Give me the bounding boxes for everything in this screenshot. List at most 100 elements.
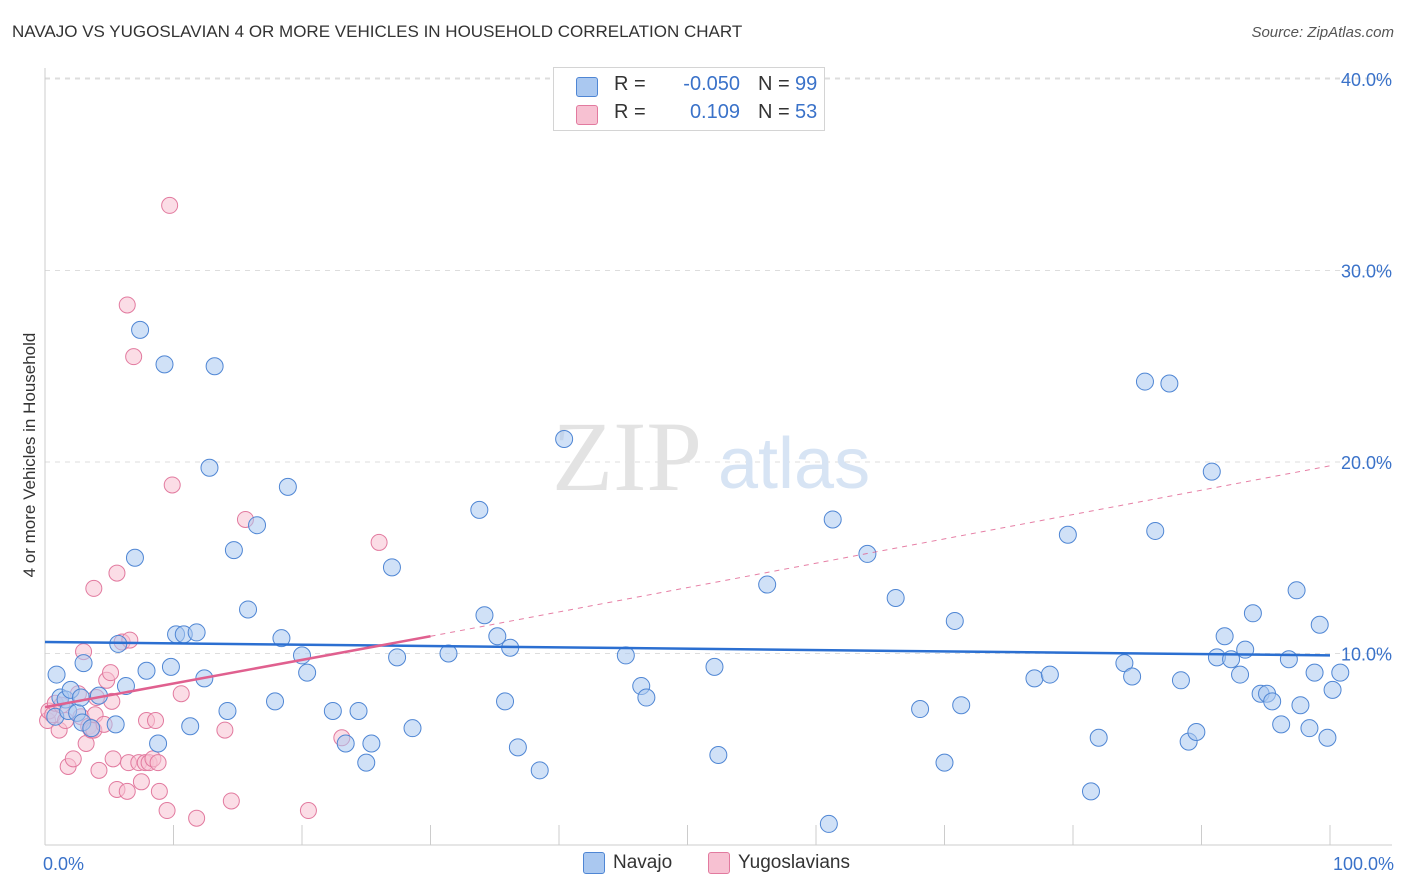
navajo-point xyxy=(555,430,574,449)
navajo-point xyxy=(886,588,905,607)
y-axis-label: 4 or more Vehicles in Household xyxy=(20,332,39,578)
navajo-point xyxy=(155,355,174,374)
legend-r-label: R = xyxy=(614,101,646,123)
navajo-point xyxy=(705,657,724,676)
legend-n-label: N = xyxy=(758,73,790,95)
navajo-point xyxy=(709,745,728,764)
navajo-point xyxy=(1187,723,1206,742)
legend-swatch-navajo xyxy=(576,77,598,97)
navajo-point xyxy=(106,715,125,734)
navajo-point xyxy=(637,688,656,707)
y-tick-label: 30.0% xyxy=(1341,262,1392,282)
navajo-point xyxy=(47,665,66,684)
y-tick-label: 10.0% xyxy=(1341,645,1392,665)
navajo-point xyxy=(323,701,342,720)
navajo-point xyxy=(1272,715,1291,734)
yugoslavians-point xyxy=(216,721,234,739)
yugoslavians-point xyxy=(188,809,206,827)
x-tick-labels: 0.0% 100.0% xyxy=(43,854,1394,874)
navajo-point xyxy=(935,753,954,772)
navajo-point xyxy=(1171,671,1190,690)
legend-n-label: N = xyxy=(758,101,790,123)
yugoslavians-point xyxy=(102,664,120,682)
navajo-point xyxy=(125,548,144,567)
navajo-point xyxy=(758,575,777,594)
yugoslavians-point xyxy=(108,564,126,582)
navajo-point xyxy=(1300,719,1319,738)
yugoslavians-trend-extension xyxy=(430,465,1331,637)
source-credit: Source: ZipAtlas.com xyxy=(1251,24,1394,41)
navajo-point xyxy=(496,692,515,711)
navajo-point xyxy=(200,458,219,477)
gridlines xyxy=(45,77,1392,654)
watermark-zip: ZIP xyxy=(552,401,702,512)
yugoslavians-point xyxy=(64,750,82,768)
navajo-point xyxy=(1287,581,1306,600)
legend-r-value: -0.050 xyxy=(683,73,740,95)
yugoslavians-point xyxy=(104,750,122,768)
yugoslavians-point xyxy=(370,533,388,551)
navajo-point xyxy=(1040,665,1059,684)
bottom-legend-label-navajo: Navajo xyxy=(613,852,673,873)
yugoslavians-trend-line xyxy=(44,635,431,709)
navajo-point xyxy=(945,611,964,630)
bottom-legend-label-yugoslavians: Yugoslavians xyxy=(738,852,850,873)
x-tick-label: 0.0% xyxy=(43,854,84,874)
navajo-point xyxy=(149,734,168,753)
yugoslavians-point xyxy=(158,802,176,820)
yugoslavians-point xyxy=(118,782,136,800)
legend-swatch-yugoslavians xyxy=(576,105,598,125)
y-tick-labels: 10.0% 20.0% 30.0% 40.0% xyxy=(1341,70,1392,665)
yugoslavians-point xyxy=(149,754,167,772)
navajo-point xyxy=(508,738,527,757)
navajo-point xyxy=(362,734,381,753)
navajo-point xyxy=(382,558,401,577)
navajo-point xyxy=(1081,782,1100,801)
navajo-point xyxy=(1331,663,1350,682)
yugoslavians-point xyxy=(85,579,103,597)
navajo-points xyxy=(46,320,1350,833)
navajo-point xyxy=(1243,604,1262,623)
navajo-point xyxy=(161,657,180,676)
navajo-point xyxy=(137,661,156,680)
navajo-point xyxy=(1291,696,1310,715)
yugoslavians-point xyxy=(125,348,143,366)
navajo-point xyxy=(1215,627,1234,646)
navajo-point xyxy=(530,761,549,780)
navajo-point xyxy=(357,753,376,772)
navajo-point xyxy=(205,357,224,376)
watermark: ZIP atlas xyxy=(552,401,870,512)
yugoslavians-point xyxy=(161,196,179,214)
navajo-point xyxy=(336,734,355,753)
navajo-point xyxy=(819,814,838,833)
navajo-point xyxy=(1115,654,1134,673)
x-tick-label: 100.0% xyxy=(1333,854,1394,874)
navajo-point xyxy=(616,646,635,665)
navajo-point xyxy=(181,717,200,736)
navajo-point xyxy=(1310,615,1329,634)
navajo-point xyxy=(1025,669,1044,688)
navajo-point xyxy=(911,700,930,719)
y-tick-label: 20.0% xyxy=(1341,453,1392,473)
navajo-point xyxy=(224,541,243,560)
navajo-point xyxy=(952,696,971,715)
navajo-point xyxy=(239,600,258,619)
navajo-point xyxy=(1123,667,1142,686)
navajo-point xyxy=(248,516,267,535)
watermark-atlas: atlas xyxy=(718,424,870,504)
yugoslavians-point xyxy=(163,476,181,494)
navajo-point xyxy=(71,688,90,707)
y-tick-label: 40.0% xyxy=(1341,70,1392,90)
yugoslavians-point xyxy=(132,773,150,791)
yugoslavians-point xyxy=(150,782,168,800)
navajo-point xyxy=(1135,372,1154,391)
navajo-point xyxy=(823,510,842,529)
navajo-point xyxy=(272,629,291,648)
yugoslavians-point xyxy=(299,802,317,820)
navajo-point xyxy=(1146,521,1165,540)
navajo-point xyxy=(266,692,285,711)
navajo-point xyxy=(1058,525,1077,544)
navajo-point xyxy=(470,500,489,519)
navajo-point xyxy=(218,701,237,720)
